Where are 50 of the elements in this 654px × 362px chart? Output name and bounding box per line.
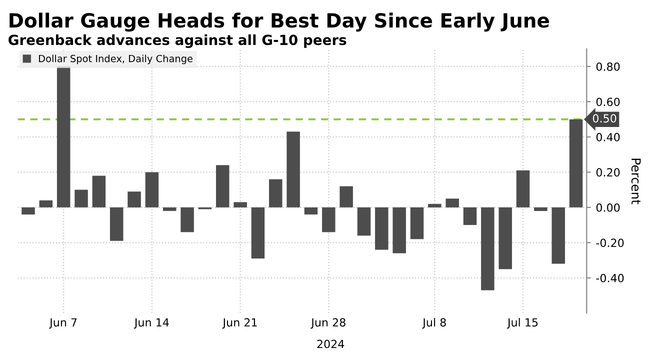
bar xyxy=(110,207,124,241)
bar xyxy=(180,207,194,232)
x-tick-label: Jun 28 xyxy=(310,318,346,329)
bar xyxy=(428,204,442,208)
bar xyxy=(39,200,53,208)
bar xyxy=(216,165,230,208)
y-tick-label: 0.00 xyxy=(596,203,620,212)
x-tick-label: Jun 21 xyxy=(222,318,257,329)
chart-title: Dollar Gauge Heads for Best Day Since Early June xyxy=(10,12,549,32)
ref-line-label: 0.50 xyxy=(592,114,616,123)
x-tick-label: Jul 8 xyxy=(422,318,446,329)
x-tick-label: Jun 7 xyxy=(49,318,77,329)
y-tick-label: -0.40 xyxy=(596,274,624,282)
y-tick-label: 0.20 xyxy=(596,168,620,177)
bar xyxy=(481,207,494,290)
bar xyxy=(269,179,282,208)
bar xyxy=(410,207,424,240)
bar xyxy=(375,207,388,250)
bar xyxy=(357,207,371,236)
chart-subtitle: Greenback advances against all G-10 peers xyxy=(8,34,346,48)
bar xyxy=(286,132,300,208)
bar xyxy=(251,207,265,259)
bar xyxy=(145,172,159,208)
y-tick-label: 0.40 xyxy=(596,132,620,142)
bar xyxy=(340,186,353,208)
bar xyxy=(56,66,70,208)
bar xyxy=(516,170,530,208)
bar xyxy=(22,207,35,214)
legend-label: Dollar Spot Index, Daily Change xyxy=(39,54,192,64)
bar xyxy=(552,207,565,264)
bar xyxy=(534,207,548,211)
y-tick-label: -0.20 xyxy=(596,238,624,248)
bar xyxy=(446,198,459,208)
bar xyxy=(498,207,512,270)
bar xyxy=(162,207,176,211)
bar xyxy=(304,207,318,214)
bar xyxy=(234,202,247,208)
x-tick-label: Jul 15 xyxy=(506,318,538,329)
y-tick-label: 0.60 xyxy=(596,98,620,106)
bar xyxy=(92,176,106,208)
bar xyxy=(322,207,336,232)
x-tick-label: Jun 14 xyxy=(134,318,169,329)
x-axis-title: 2024 xyxy=(317,340,344,348)
bar xyxy=(463,207,477,226)
y-axis-title: Percent xyxy=(631,158,641,204)
bar xyxy=(74,190,88,208)
bar xyxy=(569,119,583,208)
bar xyxy=(128,192,141,208)
y-tick-label: 0.80 xyxy=(596,62,620,71)
bar xyxy=(392,207,406,254)
